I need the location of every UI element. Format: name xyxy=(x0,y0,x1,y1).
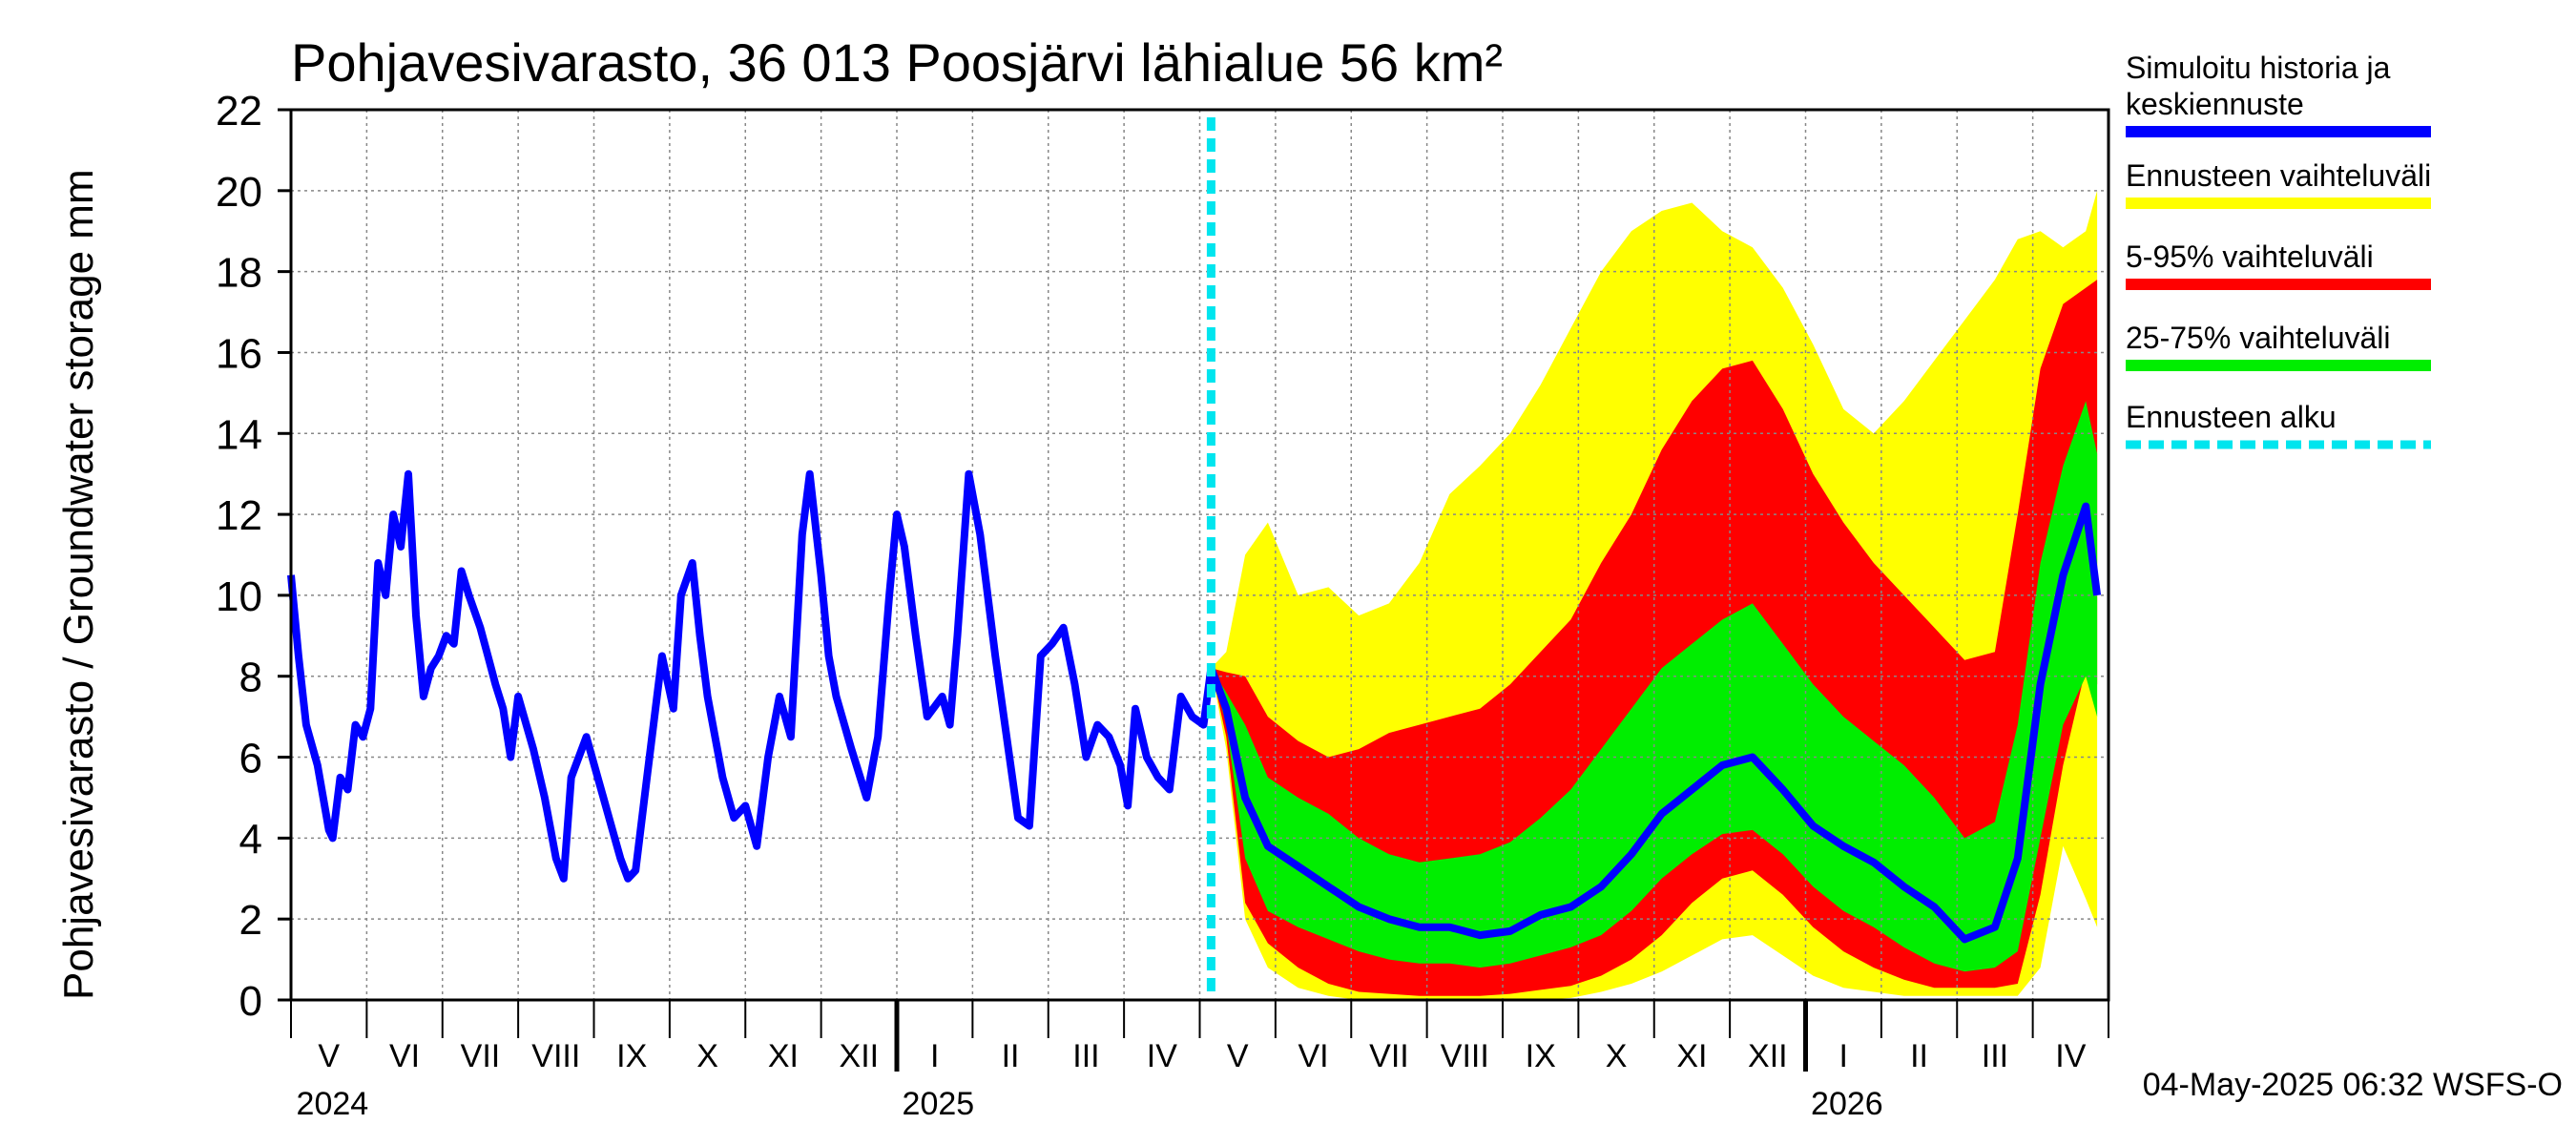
month-label: IV xyxy=(2055,1038,2086,1074)
year-label: 2024 xyxy=(297,1086,369,1122)
month-label: IX xyxy=(1526,1038,1556,1074)
legend-label: Ennusteen alku xyxy=(2126,400,2337,434)
month-label: I xyxy=(930,1038,939,1074)
y-tick-label: 12 xyxy=(216,492,262,539)
legend-label: keskiennuste xyxy=(2126,87,2304,121)
x-tick-labels: V VI VII VIII IX X XI XII I II III IV V VI VII VIII IX X X… xyxy=(297,1038,2087,1122)
chart-title: Pohjavesivarasto, 36 013 Poosjärvi lähia… xyxy=(291,32,1503,93)
month-label: XI xyxy=(768,1038,799,1074)
y-tick-label: 18 xyxy=(216,250,262,297)
month-label: IV xyxy=(1147,1038,1177,1074)
history-line xyxy=(287,469,1215,883)
month-label: VI xyxy=(1298,1038,1329,1074)
month-label: VIII xyxy=(1441,1038,1489,1074)
y-tick-label: 2 xyxy=(239,897,262,944)
y-tick-label: 0 xyxy=(239,978,262,1025)
month-label: X xyxy=(1606,1038,1628,1074)
month-label: III xyxy=(1982,1038,2008,1074)
y-tick-label: 16 xyxy=(216,330,262,377)
month-label: XII xyxy=(840,1038,880,1074)
month-label: V xyxy=(1227,1038,1249,1074)
median-forecast-line xyxy=(1207,502,2102,944)
month-label: VI xyxy=(389,1038,420,1074)
legend-label: 25-75% vaihteluväli xyxy=(2126,321,2391,355)
legend-label: Simuloitu historia ja xyxy=(2126,51,2391,85)
month-label: III xyxy=(1072,1038,1099,1074)
month-label: V xyxy=(318,1038,340,1074)
month-label: IX xyxy=(616,1038,647,1074)
y-tick-labels: 0 2 4 6 8 10 12 14 16 18 20 22 xyxy=(216,88,262,1025)
month-label: VIII xyxy=(531,1038,580,1074)
month-label: II xyxy=(1002,1038,1020,1074)
y-axis-label: Pohjavesivarasto / Groundwater storage m… xyxy=(55,169,102,1000)
month-label: XI xyxy=(1676,1038,1707,1074)
month-label: X xyxy=(696,1038,718,1074)
y-tick-label: 22 xyxy=(216,88,262,135)
year-label: 2026 xyxy=(1811,1086,1883,1122)
y-tick-label: 6 xyxy=(239,736,262,782)
month-label: II xyxy=(1910,1038,1928,1074)
y-tick-label: 10 xyxy=(216,573,262,620)
axes xyxy=(278,108,2110,1072)
month-label: VII xyxy=(461,1038,501,1074)
forecast-layer xyxy=(1206,117,2102,1000)
legend-label: Ennusteen vaihteluväli xyxy=(2126,158,2431,193)
month-label: XII xyxy=(1748,1038,1788,1074)
month-label: I xyxy=(1839,1038,1847,1074)
y-tick-label: 4 xyxy=(239,816,262,863)
y-tick-label: 20 xyxy=(216,169,262,216)
timestamp: 04-May-2025 06:32 WSFS-O xyxy=(2143,1067,2563,1103)
legend-label: 5-95% vaihteluväli xyxy=(2126,239,2374,274)
y-tick-label: 14 xyxy=(216,411,262,458)
year-label: 2025 xyxy=(903,1086,975,1122)
month-label: VII xyxy=(1369,1038,1409,1074)
history-layer xyxy=(287,469,1215,883)
y-tick-label: 8 xyxy=(239,655,262,701)
